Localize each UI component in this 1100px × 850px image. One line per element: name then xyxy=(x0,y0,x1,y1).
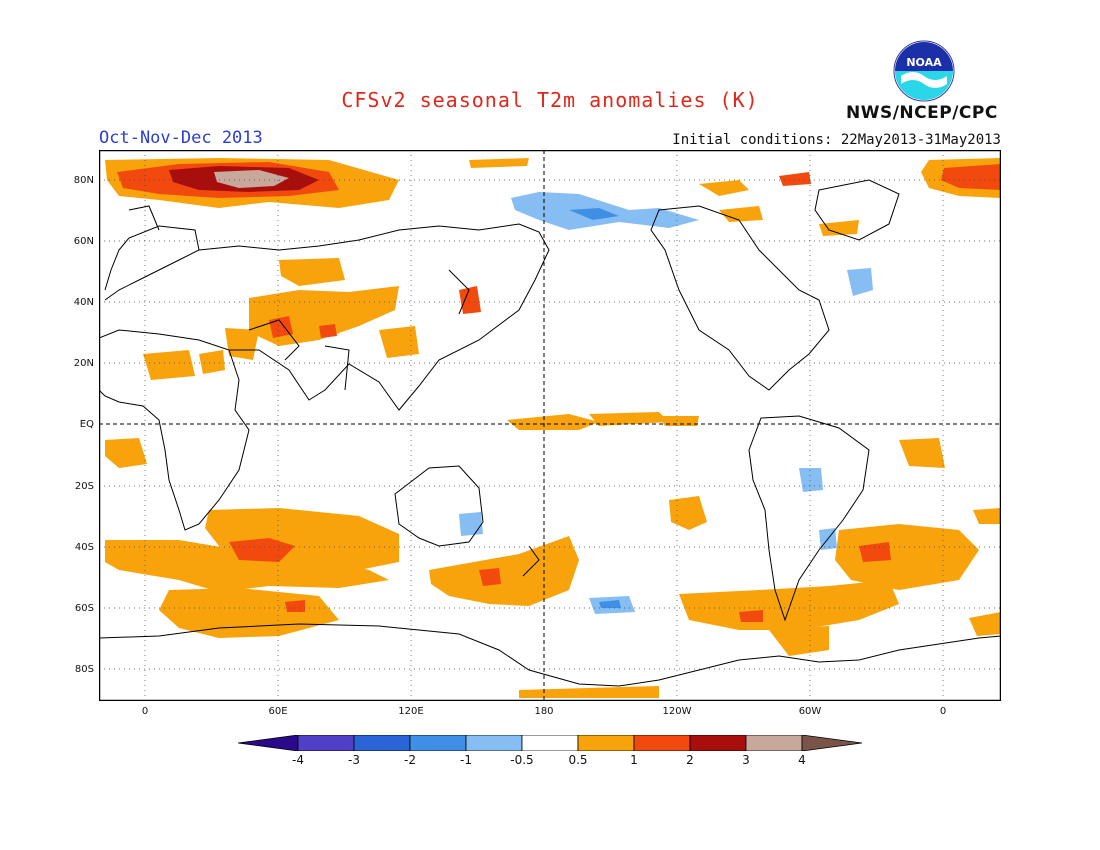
lat-label: 20N xyxy=(73,358,94,369)
lon-label: 0 xyxy=(141,706,149,717)
colorbar-cell xyxy=(521,735,579,751)
colorbar-label: -0.5 xyxy=(510,753,534,767)
anomaly-map xyxy=(99,150,1001,701)
colorbar-label: 4 xyxy=(798,753,806,767)
lon-label: 0 xyxy=(939,706,947,717)
colorbar-label: 1 xyxy=(630,753,638,767)
colorbar-cell xyxy=(409,735,467,751)
colorbar-cell xyxy=(577,735,635,751)
colorbar-cell xyxy=(633,735,691,751)
colorbar-cell xyxy=(297,735,355,751)
colorbar-arrow-high xyxy=(801,735,862,751)
lat-label: 20S xyxy=(74,481,94,492)
colorbar-label: -1 xyxy=(460,753,472,767)
colorbar-cell xyxy=(465,735,523,751)
lon-label: 60E xyxy=(268,706,288,717)
reference-lines xyxy=(99,150,1001,701)
lat-label: 40N xyxy=(73,297,94,308)
colorbar-label: -4 xyxy=(292,753,304,767)
lat-label: 80N xyxy=(73,175,94,186)
chart-title: CFSv2 seasonal T2m anomalies (K) xyxy=(341,88,759,112)
colorbar-label: 3 xyxy=(742,753,750,767)
lon-label: 120W xyxy=(662,706,692,717)
colorbar-cell xyxy=(353,735,411,751)
agency-label: NWS/NCEP/CPC xyxy=(846,103,998,123)
noaa-logo-icon: NOAA xyxy=(893,40,955,102)
colorbar-label: 0.5 xyxy=(568,753,588,767)
logo-text: NOAA xyxy=(906,56,942,69)
coastlines xyxy=(99,179,1001,687)
colorbar-label: -2 xyxy=(404,753,416,767)
season-label: Oct-Nov-Dec 2013 xyxy=(99,128,263,148)
lat-label: EQ xyxy=(79,419,94,430)
anomaly-shading xyxy=(105,158,1001,698)
map-frame xyxy=(99,150,1001,701)
lon-label: 180 xyxy=(534,706,554,717)
lon-label: 60W xyxy=(798,706,822,717)
lat-label: 80S xyxy=(74,664,94,675)
lat-label: 40S xyxy=(74,542,94,553)
initial-conditions-label: Initial conditions: 22May2013-31May2013 xyxy=(672,132,1001,148)
colorbar-arrow-low xyxy=(238,735,299,751)
colorbar-label: -3 xyxy=(348,753,360,767)
lat-label: 60S xyxy=(74,603,94,614)
colorbar-label: 2 xyxy=(686,753,694,767)
lon-label: 120E xyxy=(398,706,424,717)
gridlines xyxy=(99,150,1001,701)
colorbar-cell xyxy=(745,735,803,751)
colorbar xyxy=(238,735,862,751)
lat-label: 60N xyxy=(73,236,94,247)
colorbar-cell xyxy=(689,735,747,751)
